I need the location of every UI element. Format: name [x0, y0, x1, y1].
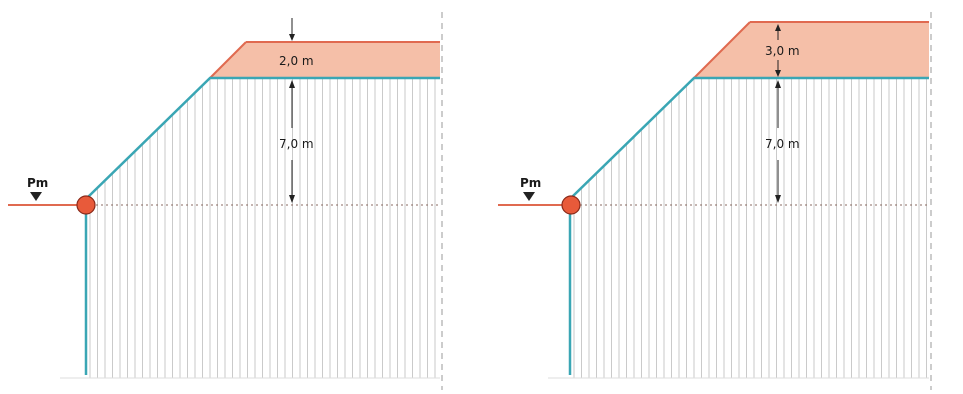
surcharge-layer-left	[210, 42, 440, 78]
hatching-right	[573, 78, 927, 378]
water-level-label-right: Pm	[520, 176, 541, 190]
hatching-left	[89, 78, 436, 378]
dimension-top-right: 3,0 m	[765, 24, 800, 77]
pivot-point-circle-icon-right	[561, 195, 581, 215]
surcharge-layer-right	[694, 22, 929, 78]
surcharge-slope-edge-right	[693, 21, 751, 79]
left-panel: Pm 2,0 m 7,0 m	[8, 12, 443, 390]
top-dimension-label-left: 2,0 m	[279, 54, 314, 68]
excavation-profile-left	[84, 76, 440, 375]
excavation-profile-right	[568, 76, 929, 375]
lower-dimension-label-left: 7,0 m	[279, 137, 314, 151]
dimension-lower-left: 7,0 m	[279, 80, 314, 203]
top-dimension-label-right: 3,0 m	[765, 44, 800, 58]
water-level-label-left: Pm	[27, 176, 48, 190]
right-panel: Pm 3,0 m 7,0 m	[498, 12, 932, 390]
lower-dimension-label-right: 7,0 m	[765, 137, 800, 151]
surcharge-slope-edge-left	[209, 41, 247, 79]
pivot-point-circle-icon-left	[76, 195, 96, 215]
dimension-lower-right: 7,0 m	[765, 80, 800, 203]
water-level-marker-inverted-triangle-icon-left	[30, 192, 42, 201]
water-level-marker-inverted-triangle-icon-right	[523, 192, 535, 201]
dimension-top-left: 2,0 m	[279, 18, 314, 68]
